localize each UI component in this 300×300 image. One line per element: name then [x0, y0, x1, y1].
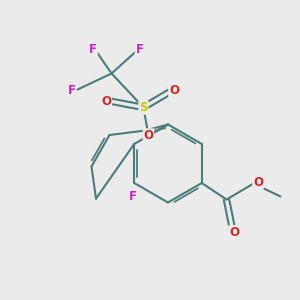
Text: F: F — [129, 190, 137, 203]
Text: O: O — [143, 129, 154, 142]
Text: O: O — [229, 226, 239, 239]
Text: O: O — [169, 83, 179, 97]
Text: F: F — [68, 83, 76, 97]
Text: O: O — [101, 95, 111, 108]
Text: F: F — [136, 43, 143, 56]
Text: S: S — [139, 101, 148, 114]
Text: F: F — [89, 43, 97, 56]
Text: O: O — [253, 176, 263, 189]
